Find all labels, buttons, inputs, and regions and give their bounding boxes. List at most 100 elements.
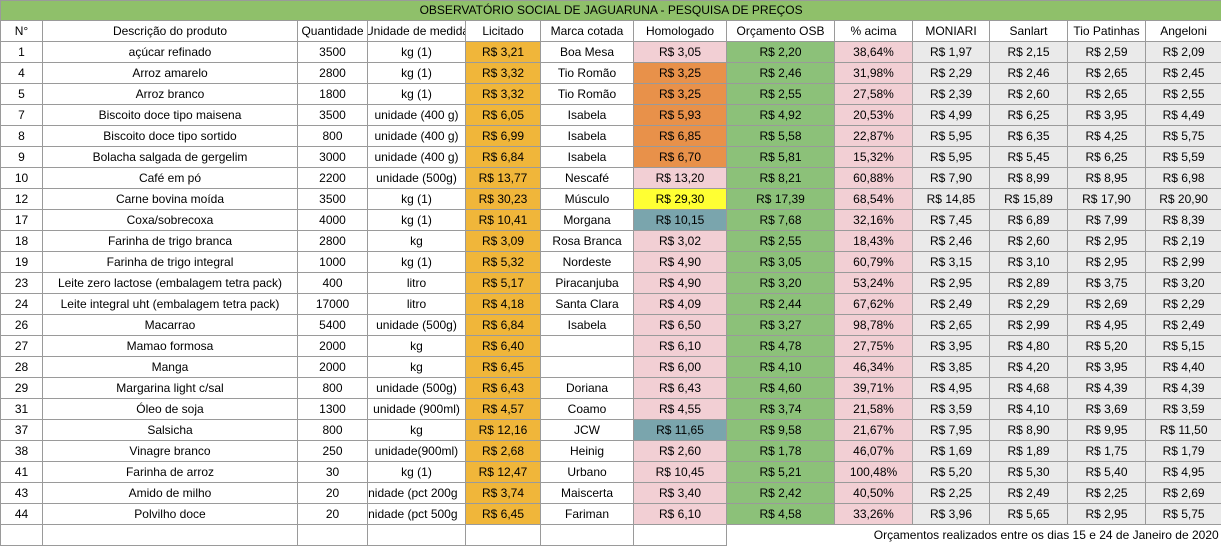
cell-sanlart[interactable]: R$ 5,30 xyxy=(989,461,1068,483)
cell-unidade[interactable]: unidade (pct 500g xyxy=(367,503,466,525)
cell-angeloni[interactable]: R$ 2,69 xyxy=(1144,482,1221,504)
cell-orcamento-osb[interactable]: R$ 3,74 xyxy=(726,398,835,420)
cell-sanlart[interactable]: R$ 2,49 xyxy=(989,482,1068,504)
cell-unidade[interactable]: litro xyxy=(367,272,466,294)
cell-tio-patinhas[interactable]: R$ 4,25 xyxy=(1067,125,1146,147)
cell-quantidade[interactable]: 17000 xyxy=(297,293,368,315)
cell-quantidade[interactable]: 2200 xyxy=(297,167,368,189)
cell-angeloni[interactable]: R$ 2,19 xyxy=(1144,230,1221,252)
cell-n[interactable]: 17 xyxy=(0,209,43,231)
cell-orcamento-osb[interactable]: R$ 4,58 xyxy=(726,503,835,525)
cell-tio-patinhas[interactable]: R$ 1,75 xyxy=(1067,440,1146,462)
cell-angeloni[interactable]: R$ 5,59 xyxy=(1144,146,1221,168)
cell-licitado[interactable]: R$ 30,23 xyxy=(465,188,541,210)
cell-tio-patinhas[interactable]: R$ 9,95 xyxy=(1067,419,1146,441)
cell-quantidade[interactable]: 2800 xyxy=(297,62,368,84)
cell-homologado[interactable]: R$ 6,85 xyxy=(633,125,727,147)
cell-homologado[interactable]: R$ 11,65 xyxy=(633,419,727,441)
cell-descricao[interactable]: Arroz branco xyxy=(42,83,298,105)
cell-tio-patinhas[interactable]: R$ 8,95 xyxy=(1067,167,1146,189)
cell-licitado[interactable]: R$ 6,05 xyxy=(465,104,541,126)
cell-quantidade[interactable]: 1800 xyxy=(297,83,368,105)
cell-quantidade[interactable]: 1300 xyxy=(297,398,368,420)
cell-quantidade[interactable]: 250 xyxy=(297,440,368,462)
cell-unidade[interactable]: unidade (400 g) xyxy=(367,104,466,126)
cell-orcamento-osb[interactable]: R$ 2,44 xyxy=(726,293,835,315)
cell-descricao[interactable]: Mamao formosa xyxy=(42,335,298,357)
cell-pct-acima[interactable]: 20,53% xyxy=(834,104,913,126)
cell-quantidade[interactable]: 3500 xyxy=(297,188,368,210)
cell-sanlart[interactable]: R$ 1,89 xyxy=(989,440,1068,462)
cell-orcamento-osb[interactable]: R$ 4,78 xyxy=(726,335,835,357)
cell-pct-acima[interactable]: 39,71% xyxy=(834,377,913,399)
cell-n[interactable]: 28 xyxy=(0,356,43,378)
header-tio-patinhas[interactable]: Tio Patinhas xyxy=(1067,20,1146,42)
cell-licitado[interactable]: R$ 6,45 xyxy=(465,356,541,378)
cell-tio-patinhas[interactable]: R$ 17,90 xyxy=(1067,188,1146,210)
cell-n[interactable]: 8 xyxy=(0,125,43,147)
cell-angeloni[interactable]: R$ 2,29 xyxy=(1144,293,1221,315)
cell-unidade[interactable]: kg xyxy=(367,419,466,441)
cell-angeloni[interactable]: R$ 4,95 xyxy=(1144,461,1221,483)
cell-angeloni[interactable]: R$ 4,49 xyxy=(1144,104,1221,126)
cell-licitado[interactable]: R$ 3,21 xyxy=(465,41,541,63)
cell-quantidade[interactable]: 2000 xyxy=(297,356,368,378)
cell-moniari[interactable]: R$ 3,96 xyxy=(912,503,990,525)
cell-licitado[interactable]: R$ 3,09 xyxy=(465,230,541,252)
cell-homologado[interactable]: R$ 6,50 xyxy=(633,314,727,336)
cell-sanlart[interactable]: R$ 2,46 xyxy=(989,62,1068,84)
cell-n[interactable]: 31 xyxy=(0,398,43,420)
cell-descricao[interactable]: Carne bovina moída xyxy=(42,188,298,210)
cell-angeloni[interactable]: R$ 5,15 xyxy=(1144,335,1221,357)
cell-descricao[interactable]: Café em pó xyxy=(42,167,298,189)
cell-marca[interactable] xyxy=(540,335,634,357)
cell-n[interactable]: 38 xyxy=(0,440,43,462)
cell-n[interactable]: 27 xyxy=(0,335,43,357)
cell-homologado[interactable]: R$ 3,02 xyxy=(633,230,727,252)
cell-sanlart[interactable]: R$ 4,80 xyxy=(989,335,1068,357)
cell-orcamento-osb[interactable]: R$ 5,81 xyxy=(726,146,835,168)
cell-quantidade[interactable]: 3500 xyxy=(297,41,368,63)
cell-marca[interactable]: JCW xyxy=(540,419,634,441)
cell-unidade[interactable]: kg (1) xyxy=(367,209,466,231)
cell-tio-patinhas[interactable]: R$ 2,65 xyxy=(1067,62,1146,84)
cell-quantidade[interactable]: 3500 xyxy=(297,104,368,126)
cell-sanlart[interactable]: R$ 6,89 xyxy=(989,209,1068,231)
cell-angeloni[interactable]: R$ 6,98 xyxy=(1144,167,1221,189)
cell-orcamento-osb[interactable]: R$ 2,55 xyxy=(726,83,835,105)
cell-angeloni[interactable]: R$ 3,59 xyxy=(1144,398,1221,420)
cell-marca[interactable]: Músculo xyxy=(540,188,634,210)
cell-descricao[interactable]: Bolacha salgada de gergelim xyxy=(42,146,298,168)
cell-pct-acima[interactable]: 68,54% xyxy=(834,188,913,210)
cell-quantidade[interactable]: 5400 xyxy=(297,314,368,336)
cell-unidade[interactable]: kg (1) xyxy=(367,461,466,483)
cell-unidade[interactable]: kg (1) xyxy=(367,83,466,105)
cell-descricao[interactable]: Salsicha xyxy=(42,419,298,441)
cell-tio-patinhas[interactable]: R$ 3,95 xyxy=(1067,356,1146,378)
cell-tio-patinhas[interactable]: R$ 3,95 xyxy=(1067,104,1146,126)
cell-tio-patinhas[interactable]: R$ 2,95 xyxy=(1067,251,1146,273)
cell-descricao[interactable]: Amido de milho xyxy=(42,482,298,504)
header-pct-acima[interactable]: % acima xyxy=(834,20,913,42)
cell-sanlart[interactable]: R$ 2,99 xyxy=(989,314,1068,336)
cell-n[interactable]: 7 xyxy=(0,104,43,126)
cell-tio-patinhas[interactable]: R$ 6,25 xyxy=(1067,146,1146,168)
cell-orcamento-osb[interactable]: R$ 3,27 xyxy=(726,314,835,336)
header-homologado[interactable]: Homologado xyxy=(633,20,727,42)
cell-angeloni[interactable]: R$ 8,39 xyxy=(1144,209,1221,231)
cell-orcamento-osb[interactable]: R$ 2,46 xyxy=(726,62,835,84)
cell-homologado[interactable]: R$ 3,25 xyxy=(633,83,727,105)
cell-sanlart[interactable]: R$ 4,68 xyxy=(989,377,1068,399)
cell-moniari[interactable]: R$ 2,29 xyxy=(912,62,990,84)
cell-descricao[interactable]: Arroz amarelo xyxy=(42,62,298,84)
cell-licitado[interactable]: R$ 4,18 xyxy=(465,293,541,315)
cell-n[interactable]: 26 xyxy=(0,314,43,336)
cell-marca[interactable]: Morgana xyxy=(540,209,634,231)
footer-cell[interactable] xyxy=(0,524,43,546)
cell-sanlart[interactable]: R$ 15,89 xyxy=(989,188,1068,210)
cell-tio-patinhas[interactable]: R$ 3,75 xyxy=(1067,272,1146,294)
cell-marca[interactable]: Tio Romão xyxy=(540,62,634,84)
cell-pct-acima[interactable]: 53,24% xyxy=(834,272,913,294)
cell-sanlart[interactable]: R$ 2,89 xyxy=(989,272,1068,294)
cell-descricao[interactable]: Vinagre branco xyxy=(42,440,298,462)
